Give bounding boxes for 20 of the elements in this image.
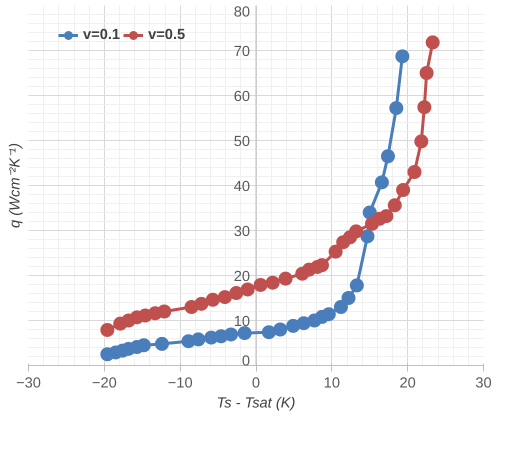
y-axis-title: q (Wcm⁻²K⁻¹) (8, 143, 24, 228)
y-tick-label: 40 (234, 179, 250, 195)
y-tick-label: 20 (234, 269, 250, 285)
y-tick-label: 10 (234, 314, 250, 330)
x-tick-label: 10 (324, 376, 340, 392)
y-tick-label: 0 (242, 354, 250, 370)
y-tick-label: 50 (234, 134, 250, 150)
legend-label: v=0.5 (148, 27, 186, 43)
y-tick-label: 70 (234, 44, 250, 60)
y-tick-label: 60 (234, 89, 250, 105)
legend-label: v=0.1 (83, 27, 120, 43)
x-tick-label: 30 (475, 376, 492, 392)
y-tick-label: 80 (234, 4, 250, 20)
x-tick-label: 20 (400, 376, 416, 392)
x-tick-label: −10 (168, 376, 193, 392)
y-tick-label: 30 (234, 224, 250, 240)
x-axis-title: Ts - Tsat (K) (216, 396, 296, 412)
x-tick-label: 0 (252, 376, 260, 392)
x-tick-label: −20 (92, 376, 117, 392)
x-tick-label: −30 (16, 376, 41, 392)
